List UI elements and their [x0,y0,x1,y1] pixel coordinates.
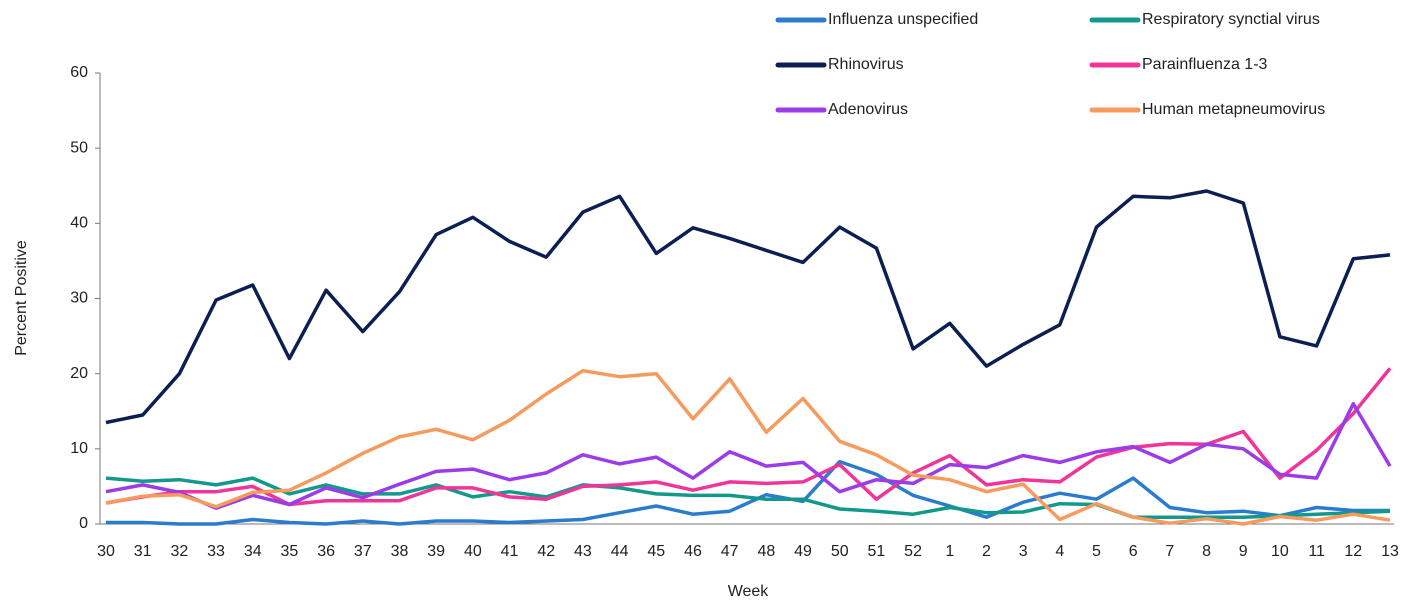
x-tick-label: 44 [611,543,629,560]
x-tick-label: 38 [391,543,409,560]
x-tick-label: 10 [1271,543,1289,560]
x-tick-label: 40 [464,543,482,560]
legend-label: Influenza unspecified [828,11,978,28]
series-line [105,189,1391,425]
x-tick-label: 43 [574,543,592,560]
x-tick-label: 52 [904,543,922,560]
y-tick-label: 30 [70,290,88,307]
legend-label: Human metapneumovirus [1142,101,1325,118]
series-line [105,476,1391,519]
series-line [105,401,1392,510]
x-tick-label: 33 [207,543,225,560]
y-tick-label: 40 [70,215,88,232]
x-tick-label: 46 [684,543,702,560]
x-tick-label: 9 [1239,543,1248,560]
x-tick-label: 35 [281,543,299,560]
x-tick-label: 39 [427,543,445,560]
x-tick-label: 6 [1129,543,1138,560]
y-tick-label: 10 [70,440,88,457]
series-line [105,367,1392,507]
x-tick-label: 41 [501,543,519,560]
legend-label: Respiratory synctial virus [1142,11,1320,28]
x-tick-label: 11 [1308,543,1325,560]
x-tick-label: 49 [794,543,812,560]
x-tick-label: 4 [1055,543,1064,560]
x-tick-label: 32 [170,543,188,560]
x-tick-label: 30 [97,543,115,560]
legend-label: Rhinovirus [828,56,904,73]
x-tick-label: 13 [1381,543,1399,560]
x-tick-label: 51 [868,543,886,560]
y-axis-title: Percent Positive [13,240,30,356]
x-tick-label: 34 [244,543,262,560]
x-tick-label: 1 [945,543,954,560]
x-tick-label: 47 [721,543,739,560]
x-axis-title: Week [728,583,770,600]
x-tick-label: 37 [354,543,372,560]
x-tick-label: 2 [982,543,991,560]
x-tick-label: 5 [1092,543,1101,560]
x-tick-label: 31 [134,543,152,560]
y-tick-label: 20 [70,365,88,382]
x-tick-label: 7 [1165,543,1174,560]
x-tick-label: 45 [647,543,665,560]
x-tick-label: 3 [1019,543,1028,560]
x-tick-label: 12 [1344,543,1362,560]
series-line [106,459,1390,526]
x-tick-label: 48 [757,543,775,560]
y-tick-label: 50 [70,139,88,156]
legend-label: Parainfluenza 1-3 [1142,56,1268,73]
x-tick-label: 36 [317,543,335,560]
series-line [105,368,1391,526]
x-tick-label: 50 [831,543,849,560]
y-tick-label: 60 [70,64,88,81]
legend-label: Adenovirus [828,101,908,118]
x-tick-label: 42 [537,543,555,560]
x-tick-label: 8 [1202,543,1211,560]
y-tick-label: 0 [79,515,88,532]
